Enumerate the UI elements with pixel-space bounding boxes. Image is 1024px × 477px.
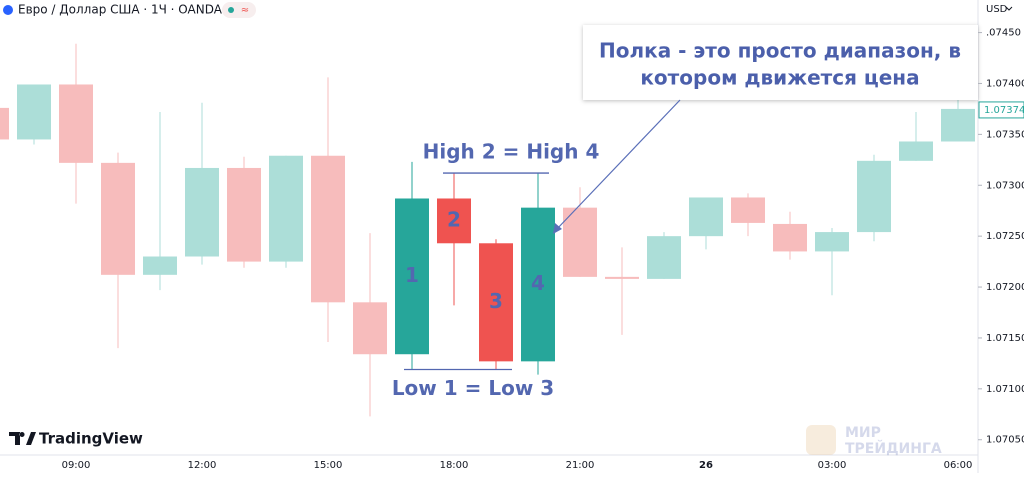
watermark-text: МИР (845, 425, 881, 441)
candle-body (437, 198, 471, 244)
status-icon: ≈ (241, 5, 249, 16)
candle-label: 2 (447, 207, 461, 231)
candle-body (227, 167, 261, 262)
tv-logo: TradingView (9, 430, 143, 448)
y-tick-label: 1.07350 (986, 129, 1024, 140)
callout-arrow (555, 99, 681, 231)
last-price-label: 1.07374 (984, 105, 1024, 116)
candle-body (815, 232, 849, 252)
status-dot (228, 7, 234, 13)
callout-text: Полка - это просто диапазон, в (599, 39, 961, 63)
y-tick-label: 1.07050 (986, 435, 1024, 446)
callout-arrowhead (553, 223, 562, 234)
x-tick-label: 15:00 (314, 460, 343, 471)
y-tick-label: 1.07100 (986, 384, 1024, 395)
status-pill (222, 2, 256, 18)
candle-body (395, 198, 429, 355)
plot-area (0, 43, 975, 417)
watermark: МИР ТРЕЙДИНГА (806, 425, 942, 457)
y-tick-label: 1.07250 (986, 231, 1024, 242)
candle-body (311, 155, 345, 303)
x-tick-label: 12:00 (188, 460, 217, 471)
watermark-text: ТРЕЙДИНГА (845, 440, 942, 457)
y-tick-label: 1.07400 (986, 78, 1024, 89)
x-tick-label: 03:00 (818, 460, 847, 471)
y-tick-label: .07450 (986, 28, 1021, 39)
candle-body (563, 207, 597, 277)
candle-label: 4 (531, 271, 545, 295)
symbol-icon (3, 5, 13, 15)
candle-body (731, 197, 765, 223)
candle-body (353, 302, 387, 355)
x-tick-label: 26 (699, 460, 713, 471)
y-tick-label: 1.07300 (986, 180, 1024, 191)
candle-body (941, 108, 975, 142)
candle-body (185, 167, 219, 257)
x-tick-label: 18:00 (440, 460, 469, 471)
level-label: High 2 = High 4 (423, 140, 600, 164)
tv-logo-icon (9, 432, 36, 445)
tv-logo-text: TradingView (39, 430, 143, 448)
candle-body (521, 207, 555, 362)
y-tick-label: 1.07150 (986, 333, 1024, 344)
dropdown-icon (1005, 6, 1013, 11)
candle-label: 1 (405, 263, 419, 287)
currency[interactable]: USD (986, 4, 1008, 15)
y-tick-label: 1.07200 (986, 282, 1024, 293)
candle-body (269, 155, 303, 262)
candle-body (689, 197, 723, 237)
last-price-box (978, 101, 1024, 119)
candle-body (59, 84, 93, 163)
candle-body (647, 236, 681, 279)
x-tick-label: 09:00 (62, 460, 91, 471)
candle-body (605, 276, 639, 279)
watermark-icon (806, 425, 836, 455)
callout-text: котором движется цена (640, 66, 919, 90)
level-label: Low 1 = Low 3 (392, 376, 554, 400)
x-tick-label: 21:00 (566, 460, 595, 471)
callout-box (583, 25, 978, 100)
symbol-title: Евро / Доллар США · 1Ч · OANDA (18, 3, 223, 17)
x-tick-label: 06:00 (944, 460, 973, 471)
candle-body (17, 84, 51, 140)
candle-body (479, 243, 513, 362)
candle-body (773, 223, 807, 252)
candle-body (101, 162, 135, 275)
candle-body (143, 256, 177, 275)
candle-body (0, 107, 9, 140)
candle-label: 3 (489, 289, 503, 313)
candle-body (899, 141, 933, 161)
candle-body (857, 160, 891, 233)
